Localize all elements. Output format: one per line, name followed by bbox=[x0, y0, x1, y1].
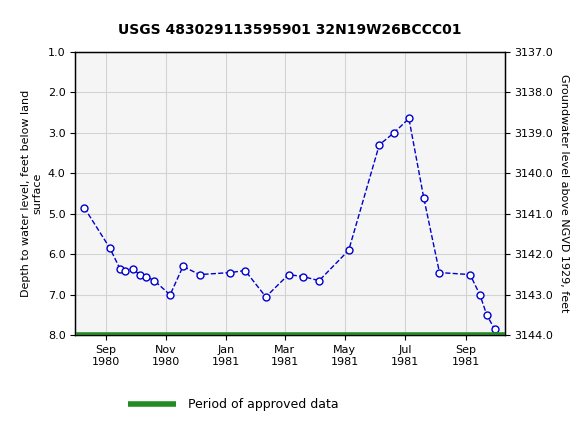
Text: USGS: USGS bbox=[23, 12, 70, 27]
Y-axis label: Groundwater level above NGVD 1929, feet: Groundwater level above NGVD 1929, feet bbox=[559, 74, 569, 313]
Text: ≡USGS: ≡USGS bbox=[12, 10, 66, 28]
Bar bbox=[6, 6, 41, 33]
Text: USGS 483029113595901 32N19W26BCCC01: USGS 483029113595901 32N19W26BCCC01 bbox=[118, 23, 462, 37]
Y-axis label: Depth to water level, feet below land
surface: Depth to water level, feet below land su… bbox=[21, 90, 42, 297]
Text: Period of approved data: Period of approved data bbox=[188, 398, 339, 411]
